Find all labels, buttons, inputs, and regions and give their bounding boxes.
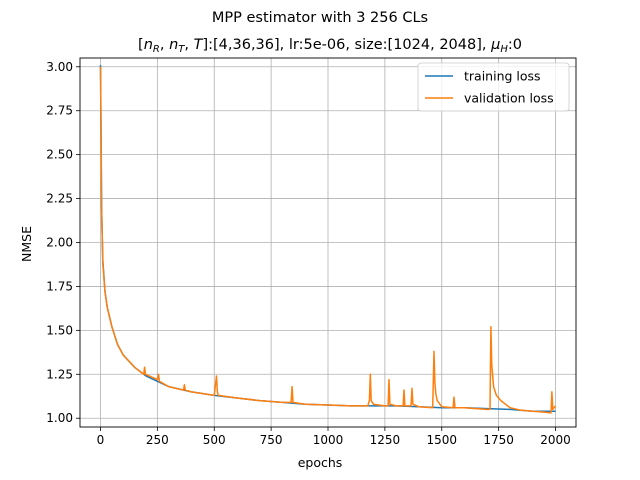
grid bbox=[80, 58, 576, 427]
legend-label: validation loss bbox=[464, 91, 554, 106]
y-tick-label: 1.50 bbox=[46, 323, 73, 337]
legend-box bbox=[417, 62, 570, 112]
legend-label: training loss bbox=[464, 69, 541, 84]
y-tick-label: 3.00 bbox=[46, 60, 73, 74]
y-tick-label: 2.25 bbox=[46, 192, 73, 206]
x-tick-label: 750 bbox=[260, 433, 283, 447]
x-tick-label: 1000 bbox=[313, 433, 344, 447]
x-tick-label: 250 bbox=[146, 433, 169, 447]
y-tick-label: 2.50 bbox=[46, 148, 73, 162]
chart-title: MPP estimator with 3 256 CLs bbox=[212, 10, 428, 26]
series-lines bbox=[99, 64, 557, 414]
y-tick-label: 2.00 bbox=[46, 236, 73, 250]
x-tick-label: 0 bbox=[97, 433, 105, 447]
chart-subtitle: [nR, nT, T]:[4,36,36], lr:5e-06, size:[1… bbox=[138, 37, 522, 55]
x-tick-label: 1750 bbox=[483, 433, 514, 447]
legend: training loss validation loss bbox=[417, 62, 570, 112]
x-tick-label: 2000 bbox=[540, 433, 571, 447]
y-tick-label: 1.25 bbox=[46, 367, 73, 381]
axis-ticks: 0 250 500 750 1000 1250 1500 1750 2000 1.00 1.25 1.… bbox=[46, 60, 571, 447]
x-tick-label: 500 bbox=[203, 433, 226, 447]
y-tick-label: 1.00 bbox=[46, 411, 73, 425]
x-tick-label: 1250 bbox=[370, 433, 401, 447]
y-tick-label: 2.75 bbox=[46, 104, 73, 118]
y-tick-label: 1.75 bbox=[46, 279, 73, 293]
x-axis-label: epochs bbox=[298, 455, 343, 470]
y-axis-label: NMSE bbox=[19, 226, 34, 262]
series-line-validation-loss bbox=[99, 66, 557, 414]
x-tick-label: 1500 bbox=[426, 433, 457, 447]
